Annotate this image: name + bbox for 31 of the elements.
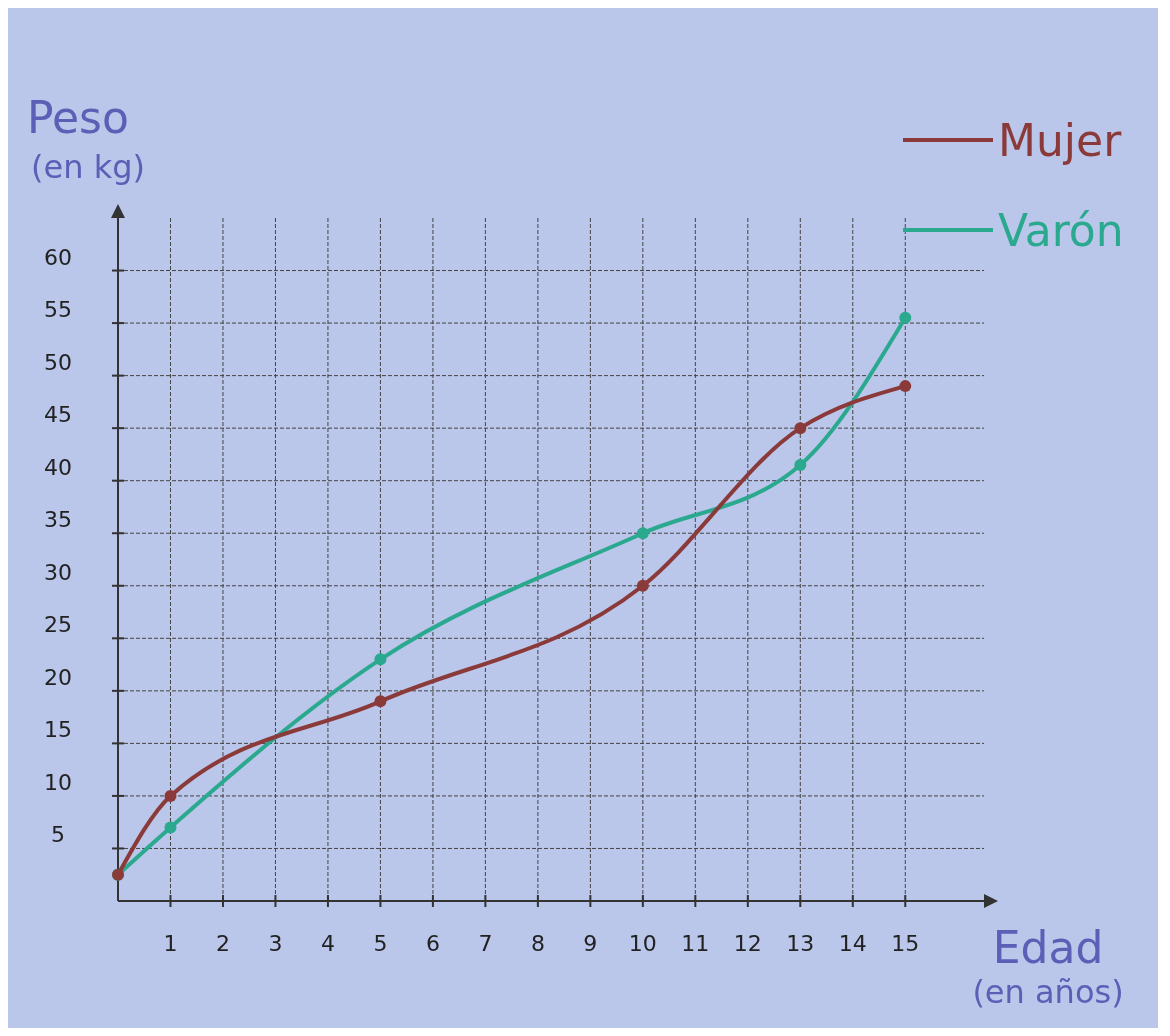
y-tick-label: 15 [44, 717, 72, 743]
legend-label: Mujer [998, 115, 1123, 166]
x-tick-label: 2 [215, 931, 230, 956]
x-tick-label: 11 [681, 931, 710, 956]
x-tick-label: 4 [320, 931, 335, 956]
y-tick-label: 40 [44, 454, 72, 480]
x-tick-label: 1 [163, 931, 178, 956]
x-tick-label: 12 [733, 931, 762, 956]
x-tick-label: 8 [530, 931, 545, 956]
x-tick-label: 5 [373, 931, 388, 956]
x-axis-title: Edad (en años) [972, 922, 1124, 1011]
x-tick-label: 14 [838, 931, 867, 956]
y-tick-label: 10 [44, 769, 72, 795]
x-tick-label: 10 [628, 931, 657, 956]
y-tick-label: 35 [44, 507, 72, 533]
x-tick-label: 6 [425, 931, 440, 956]
y-tick-label: 45 [44, 402, 72, 428]
x-tick-label: 9 [583, 931, 598, 956]
x-tick-label: 13 [786, 931, 815, 956]
y-tick-label: 60 [44, 244, 72, 270]
y-tick-label: 55 [44, 297, 72, 323]
x-tick-label: 15 [891, 931, 920, 956]
x-tick-label: 7 [478, 931, 493, 956]
y-tick-label: 50 [44, 349, 72, 375]
y-tick-label: 5 [51, 822, 65, 848]
y-tick-label: 20 [44, 664, 72, 690]
y-tick-label: 25 [44, 612, 72, 638]
y-tick-label: 30 [44, 559, 72, 585]
y-axis-title: Peso (en kg) [27, 92, 145, 186]
x-tick-label: 3 [268, 931, 283, 956]
legend-label: Varón [998, 205, 1124, 256]
